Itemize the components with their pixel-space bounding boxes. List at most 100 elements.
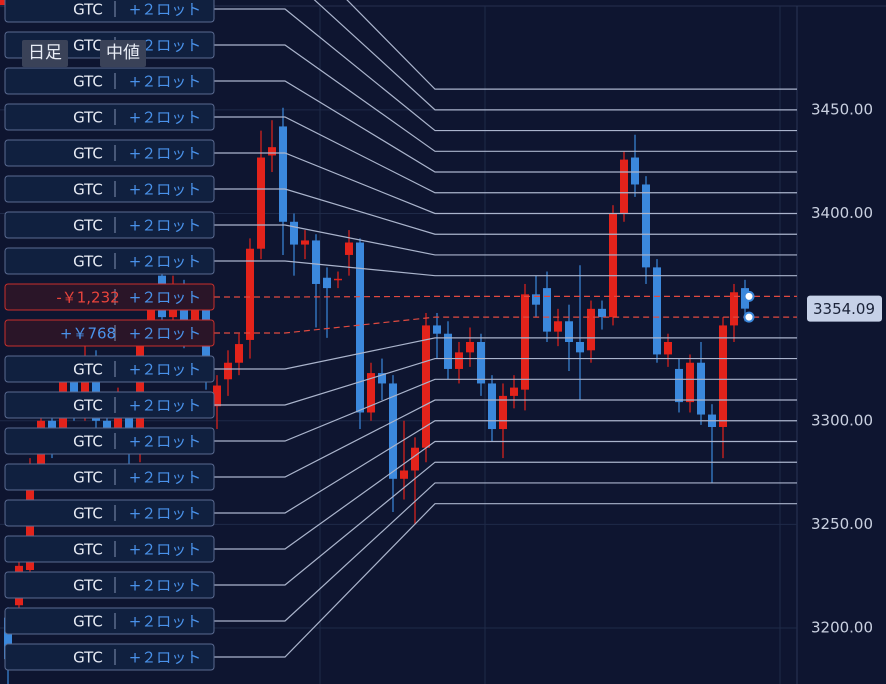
- candle-body: [609, 213, 617, 318]
- order-qty: +２ロット: [129, 541, 202, 559]
- order-qty: +２ロット: [129, 505, 202, 523]
- order-qty: +２ロット: [129, 109, 202, 127]
- order-line: [214, 440, 797, 550]
- order-tif: GTC: [73, 253, 103, 271]
- order-line: [214, 188, 797, 235]
- order-line: [214, 116, 797, 194]
- order-line: [346, 0, 797, 90]
- box-bg: [4, 391, 215, 419]
- candle-body: [4, 617, 12, 660]
- box-bg: [4, 319, 215, 347]
- order-line: [313, 0, 797, 111]
- candle-body: [719, 325, 727, 427]
- candle-body: [81, 358, 89, 411]
- candle-body: [345, 242, 353, 255]
- candle-body: [587, 308, 595, 351]
- order-box[interactable]: GTC +２ロット: [4, 535, 215, 563]
- candle-body: [675, 368, 683, 403]
- box-bg: [4, 607, 215, 635]
- order-qty: +２ロット: [129, 73, 202, 91]
- y-tick-label: 3300.00: [811, 411, 873, 429]
- order-box[interactable]: GTC +２ロット: [4, 103, 215, 131]
- candle-body: [191, 296, 199, 338]
- order-box[interactable]: GTC +２ロット: [4, 391, 215, 419]
- order-line: [214, 260, 797, 277]
- order-qty: +２ロット: [129, 433, 202, 451]
- order-line: [214, 482, 797, 622]
- y-tick-label: 3450.00: [811, 100, 873, 118]
- box-bg: [4, 499, 215, 527]
- candle-body: [521, 294, 529, 390]
- candle-body: [400, 470, 408, 479]
- order-qty: +２ロット: [129, 181, 202, 199]
- order-qty: +２ロット: [129, 469, 202, 487]
- order-qty: +２ロット: [129, 289, 202, 307]
- order-box[interactable]: GTC +２ロット: [4, 67, 215, 95]
- candle-body: [697, 362, 705, 415]
- order-box[interactable]: GTC +２ロット: [4, 139, 215, 167]
- candle-body: [664, 342, 672, 355]
- candle-body: [246, 248, 254, 340]
- order-line: [214, 461, 797, 586]
- candle-body: [466, 342, 474, 353]
- last-price-label: 3354.09: [813, 300, 875, 318]
- candle-body: [356, 242, 364, 413]
- order-box[interactable]: GTC +２ロット: [4, 247, 215, 275]
- timeframe-button[interactable]: 日足: [22, 40, 68, 67]
- candle-body: [389, 383, 397, 479]
- order-tif: GTC: [73, 577, 103, 595]
- order-line: [214, 224, 797, 256]
- position-box[interactable]: -￥1,232 +２ロット: [4, 283, 215, 311]
- box-bg: [4, 283, 215, 311]
- order-box[interactable]: GTC +２ロット: [4, 355, 215, 383]
- price-type-button[interactable]: 中値: [100, 40, 146, 67]
- order-line: [214, 378, 797, 442]
- box-bg: [4, 643, 215, 671]
- order-tif: +￥768: [60, 325, 116, 343]
- order-box[interactable]: GTC +２ロット: [4, 571, 215, 599]
- candle-body: [367, 373, 375, 413]
- candle-body: [499, 395, 507, 430]
- order-line: [214, 316, 797, 334]
- candle-body: [477, 342, 485, 384]
- order-box[interactable]: GTC +２ロット: [4, 463, 215, 491]
- box-bg: [4, 355, 215, 383]
- order-line: [214, 295, 797, 298]
- order-box[interactable]: GTC +２ロット: [4, 0, 215, 23]
- position-handle: [743, 290, 755, 302]
- candle-body: [411, 447, 419, 471]
- box-bg: [4, 175, 215, 203]
- candle-body: [257, 157, 265, 249]
- order-tif: GTC: [73, 649, 103, 667]
- order-box[interactable]: GTC +２ロット: [4, 643, 215, 671]
- order-tif: GTC: [73, 469, 103, 487]
- y-tick-label: 3200.00: [811, 619, 873, 637]
- order-box[interactable]: GTC +２ロット: [4, 211, 215, 239]
- order-box[interactable]: GTC +２ロット: [4, 499, 215, 527]
- order-qty: +２ロット: [129, 1, 202, 19]
- box-bg: [4, 571, 215, 599]
- candle-body: [125, 400, 133, 452]
- candle-body: [620, 159, 628, 214]
- candle-body: [444, 333, 452, 369]
- candle-body: [224, 362, 232, 380]
- order-box[interactable]: GTC +２ロット: [4, 607, 215, 635]
- y-tick-label: 3250.00: [811, 515, 873, 533]
- box-bg: [4, 211, 215, 239]
- order-box[interactable]: GTC +２ロット: [4, 175, 215, 203]
- order-tif: GTC: [73, 73, 103, 91]
- order-box[interactable]: GTC +２ロット: [4, 427, 215, 455]
- candle-body: [730, 292, 738, 326]
- order-tif: GTC: [73, 397, 103, 415]
- order-qty: +２ロット: [129, 325, 202, 343]
- candle-body: [301, 240, 309, 245]
- candle-body: [653, 267, 661, 355]
- candle-body: [323, 277, 331, 289]
- order-qty: +２ロット: [129, 253, 202, 271]
- order-tif: GTC: [73, 109, 103, 127]
- candle-body: [433, 325, 441, 334]
- order-line: [214, 420, 797, 514]
- order-tif: GTC: [73, 505, 103, 523]
- position-box[interactable]: +￥768 +２ロット: [4, 319, 215, 347]
